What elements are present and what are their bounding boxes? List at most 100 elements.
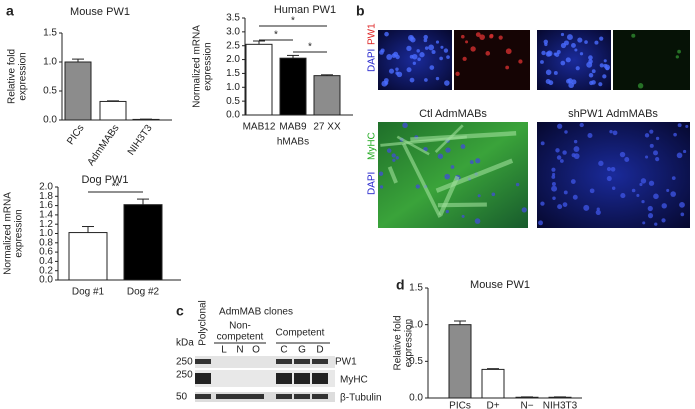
cell [395, 67, 399, 72]
cell [462, 56, 467, 61]
y-tick-label: 0.5 [409, 356, 423, 367]
fiber [435, 158, 514, 193]
cell [551, 167, 556, 172]
blot-group: competent [217, 332, 264, 343]
x-tick-label: NIH3T3 [126, 123, 155, 158]
y-tick-label: 0.2 [39, 265, 53, 276]
y-axis-label: expression [203, 42, 214, 90]
lane-label: G [298, 345, 306, 356]
cell [553, 52, 557, 56]
cell [424, 78, 428, 82]
cell [460, 144, 466, 149]
y-axis-label: Relative fold [393, 315, 404, 370]
cell [409, 77, 415, 83]
band [276, 373, 292, 384]
stain-label: MyHC [367, 132, 378, 160]
cell [515, 182, 520, 187]
y-tick-label: 0.0 [226, 110, 240, 121]
cell [477, 194, 481, 198]
bar [448, 324, 472, 399]
bar [245, 43, 273, 116]
y-tick-label: 0.0 [39, 275, 53, 286]
bar [279, 57, 307, 116]
cell [411, 53, 418, 60]
cell [435, 76, 440, 81]
cell [556, 50, 561, 55]
cell [540, 141, 545, 146]
cell [419, 52, 425, 58]
cell [559, 159, 564, 163]
cell [435, 40, 440, 44]
cell [661, 218, 666, 223]
cell [392, 158, 396, 162]
cell [439, 56, 443, 61]
cell [437, 153, 444, 159]
cell [551, 175, 556, 179]
blot-title: AdmMAB clones [219, 307, 293, 318]
cell [677, 123, 682, 128]
bar [481, 368, 505, 399]
cell [444, 80, 450, 86]
significance-label: ** [112, 182, 120, 193]
cell [560, 32, 565, 37]
cell [424, 46, 429, 50]
cell [563, 190, 568, 195]
y-tick-label: 1.6 [39, 200, 53, 211]
cell [661, 203, 667, 209]
x-tick-label: Dog #1 [72, 287, 105, 298]
y-tick-label: 0.8 [39, 237, 53, 248]
cell [575, 66, 580, 71]
panel-label: c [176, 303, 184, 319]
cell [415, 184, 420, 189]
cell [610, 166, 616, 172]
cell [675, 55, 679, 59]
cell [518, 59, 523, 64]
band [195, 359, 211, 364]
stain-label: DAPI [367, 49, 378, 72]
marker: 250 [176, 357, 193, 368]
cell [579, 122, 584, 128]
cell [521, 207, 527, 213]
y-tick-label: 2.5 [226, 40, 240, 51]
cell [636, 193, 640, 197]
cell [596, 207, 600, 211]
cell [573, 139, 578, 144]
cell [551, 181, 556, 186]
cell [572, 194, 578, 200]
cell [489, 34, 494, 39]
marker: 50 [176, 392, 188, 403]
cell [391, 153, 396, 158]
fiber [410, 131, 517, 142]
cell [444, 173, 451, 180]
cell [470, 46, 476, 52]
microscopy [378, 30, 690, 228]
cell [624, 157, 630, 162]
y-axis-label: expression [14, 209, 25, 257]
cell [557, 204, 563, 210]
cell [540, 60, 544, 64]
cell [637, 83, 644, 89]
image [537, 122, 690, 228]
cell [620, 193, 626, 199]
band [312, 359, 328, 364]
y-tick-label: 1.5 [409, 283, 423, 294]
cell [469, 160, 474, 165]
cell [606, 176, 612, 182]
lane-label: C [280, 345, 287, 356]
lane-label: N [236, 345, 243, 356]
cell [588, 59, 593, 64]
cell [653, 150, 659, 156]
cell [647, 213, 654, 219]
cell [564, 130, 568, 134]
cell [673, 132, 677, 137]
cell [565, 57, 571, 63]
cell [540, 201, 545, 206]
y-axis-label: Normalized mRNA [192, 25, 203, 108]
cell [647, 205, 653, 212]
bar [123, 204, 163, 281]
band [294, 394, 310, 399]
cell [570, 179, 576, 184]
band [276, 394, 292, 399]
cell [410, 37, 416, 43]
cell [631, 33, 636, 38]
